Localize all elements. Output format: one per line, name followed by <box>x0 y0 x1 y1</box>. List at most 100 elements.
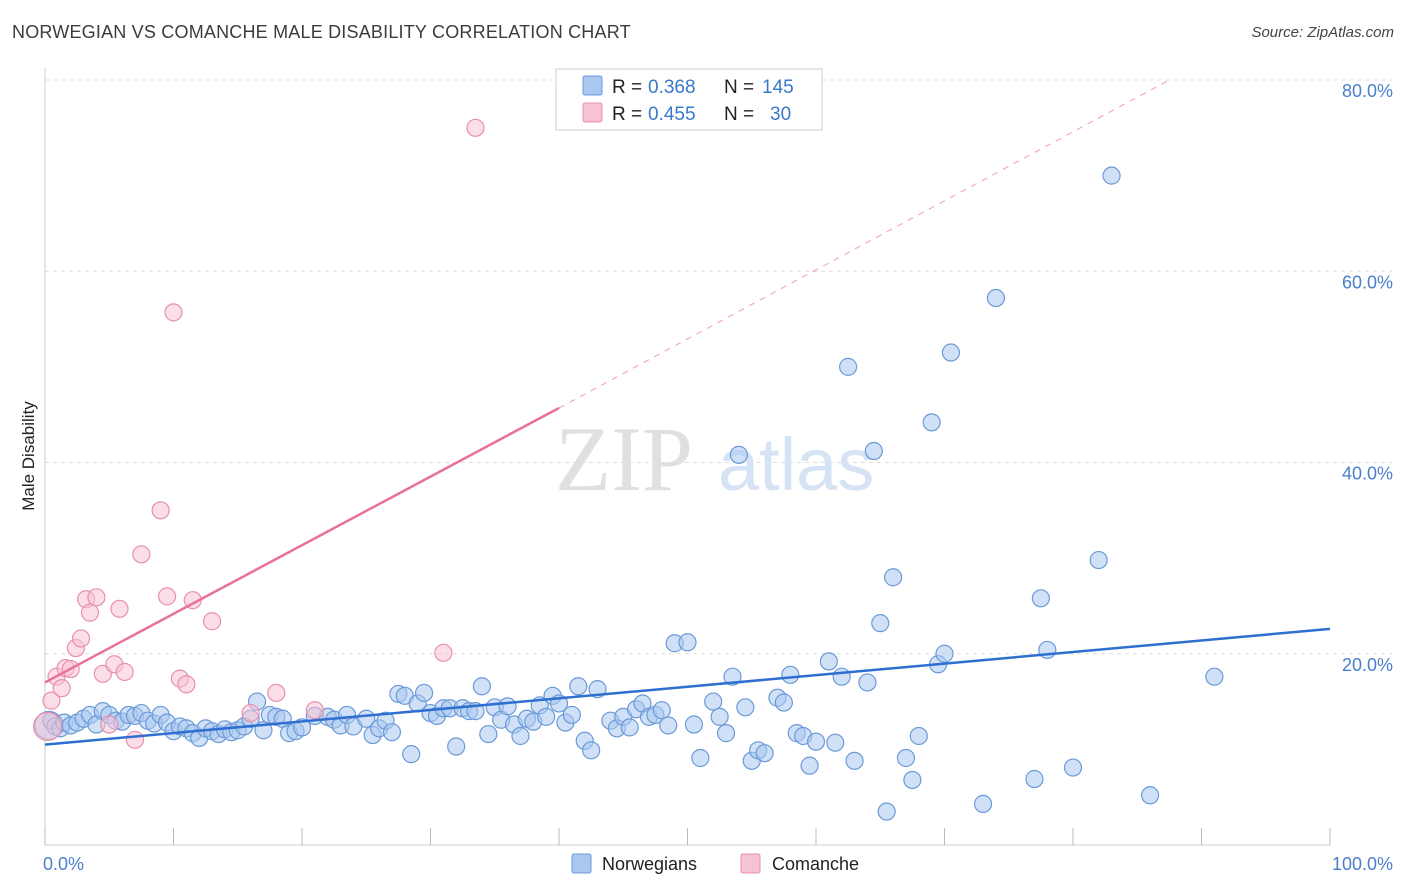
comanche-point <box>151 501 170 520</box>
legend-r-label-2: R = <box>612 104 642 125</box>
comanche-point <box>177 675 196 694</box>
norwegians-point <box>704 692 723 711</box>
comanche-point <box>42 691 61 710</box>
norwegians-point <box>691 748 710 768</box>
legend-r-value-2: 0.455 <box>648 104 696 125</box>
comanche-point <box>164 303 183 322</box>
norwegians-point <box>723 667 742 686</box>
norwegians-point <box>678 633 697 652</box>
chart-title: NORWEGIAN VS COMANCHE MALE DISABILITY CO… <box>12 22 631 42</box>
x-tick-label-min: 0.0% <box>43 854 84 874</box>
norwegians-point <box>755 744 774 763</box>
norwegians-point <box>941 343 961 362</box>
norwegians-point <box>684 715 704 734</box>
comanche-point <box>434 643 453 662</box>
norwegians-point <box>562 705 581 725</box>
norwegians-point <box>1089 550 1108 570</box>
legend-swatch-comanche <box>582 102 603 123</box>
norwegians-point <box>1063 758 1083 777</box>
norwegians-point <box>973 794 993 813</box>
y-tick-label: 80.0% <box>1342 81 1393 101</box>
norwegians-point <box>877 802 896 821</box>
comanche-point <box>466 118 485 137</box>
norwegians-point <box>1025 769 1044 789</box>
norwegians-point <box>1102 166 1121 185</box>
legend-r-value-1: 0.368 <box>648 77 696 98</box>
comanche-point <box>80 603 100 622</box>
norwegians-point <box>800 756 819 775</box>
norwegians-point <box>569 677 588 696</box>
bottom-legend-norwegians: Norwegians <box>602 854 697 874</box>
comanche-point <box>305 701 324 720</box>
norwegians-point <box>781 665 800 684</box>
norwegians-point <box>883 568 903 587</box>
series-legend: Norwegians Comanche <box>571 853 859 874</box>
norwegians-point <box>729 445 749 464</box>
comanche-point <box>132 545 151 564</box>
norwegians-point <box>479 724 498 744</box>
x-tick-label-max: 100.0% <box>1332 854 1393 874</box>
norwegians-point <box>736 698 755 717</box>
norwegians-point <box>659 716 678 735</box>
norwegians-point <box>652 701 671 720</box>
norwegians-point <box>402 745 421 764</box>
norwegians-point <box>832 667 851 686</box>
norwegians-point <box>382 723 402 742</box>
y-tick-label: 40.0% <box>1342 464 1393 484</box>
comanche-point <box>32 711 63 742</box>
norwegians-point <box>537 707 556 726</box>
norwegians-point <box>447 737 466 756</box>
watermark: ZIP atlas <box>555 408 874 510</box>
norwegians-point <box>472 677 491 696</box>
y-tick-label: 20.0% <box>1342 655 1393 675</box>
norwegians-point <box>819 652 838 671</box>
norwegians-point <box>774 693 793 712</box>
comanche-points <box>32 118 485 749</box>
bottom-legend-comanche: Comanche <box>772 854 859 874</box>
norwegians-point <box>935 644 954 663</box>
norwegians-point <box>582 741 601 760</box>
legend-swatch-norwegians <box>582 75 603 96</box>
norwegians-point <box>511 726 530 746</box>
norwegians-point <box>896 748 916 768</box>
comanche-point <box>157 587 177 606</box>
y-axis-label: Male Disability <box>19 401 38 511</box>
comanche-point <box>71 629 91 648</box>
norwegians-point <box>871 614 890 633</box>
x-tick-labels: 0.0% 100.0% <box>43 854 1393 874</box>
norwegians-point <box>903 770 922 790</box>
norwegians-point <box>864 441 883 461</box>
comanche-point <box>52 679 71 698</box>
norwegians-point <box>1031 589 1050 608</box>
norwegians-point <box>292 718 312 737</box>
legend-n-label-1: N = <box>724 77 754 98</box>
legend-n-label-2: N = <box>724 104 754 125</box>
comanche-point <box>100 715 119 734</box>
watermark-atlas: atlas <box>718 423 874 506</box>
norwegians-point <box>716 724 736 743</box>
legend-n-value-1: 145 <box>762 77 794 98</box>
comanche-trend-line <box>44 406 560 684</box>
norwegians-point <box>498 697 517 716</box>
norwegians-point <box>909 726 928 746</box>
legend-r-label-1: R = <box>612 77 642 98</box>
norwegians-point <box>845 751 864 770</box>
comanche-point <box>87 588 106 607</box>
correlation-legend: R = 0.368 N = 145 R = 0.455 N = 30 <box>555 68 823 131</box>
bottom-legend-swatch-norwegians <box>571 853 592 874</box>
comanche-point <box>241 703 260 723</box>
norwegians-point <box>839 357 858 376</box>
norwegians-point <box>986 288 1006 308</box>
comanche-point <box>267 683 286 703</box>
source-label: Source: ZipAtlas.com <box>1251 24 1394 41</box>
comanche-point <box>110 599 129 618</box>
comanche-point <box>115 662 134 682</box>
y-tick-label: 60.0% <box>1342 272 1393 292</box>
comanche-trend-extension <box>558 79 1170 409</box>
comanche-point <box>202 612 222 631</box>
norwegians-point <box>620 718 639 737</box>
norwegians-point <box>414 683 434 703</box>
bottom-legend-swatch-comanche <box>740 853 761 874</box>
trend-lines <box>44 79 1331 746</box>
legend-n-value-2: 30 <box>770 104 791 125</box>
